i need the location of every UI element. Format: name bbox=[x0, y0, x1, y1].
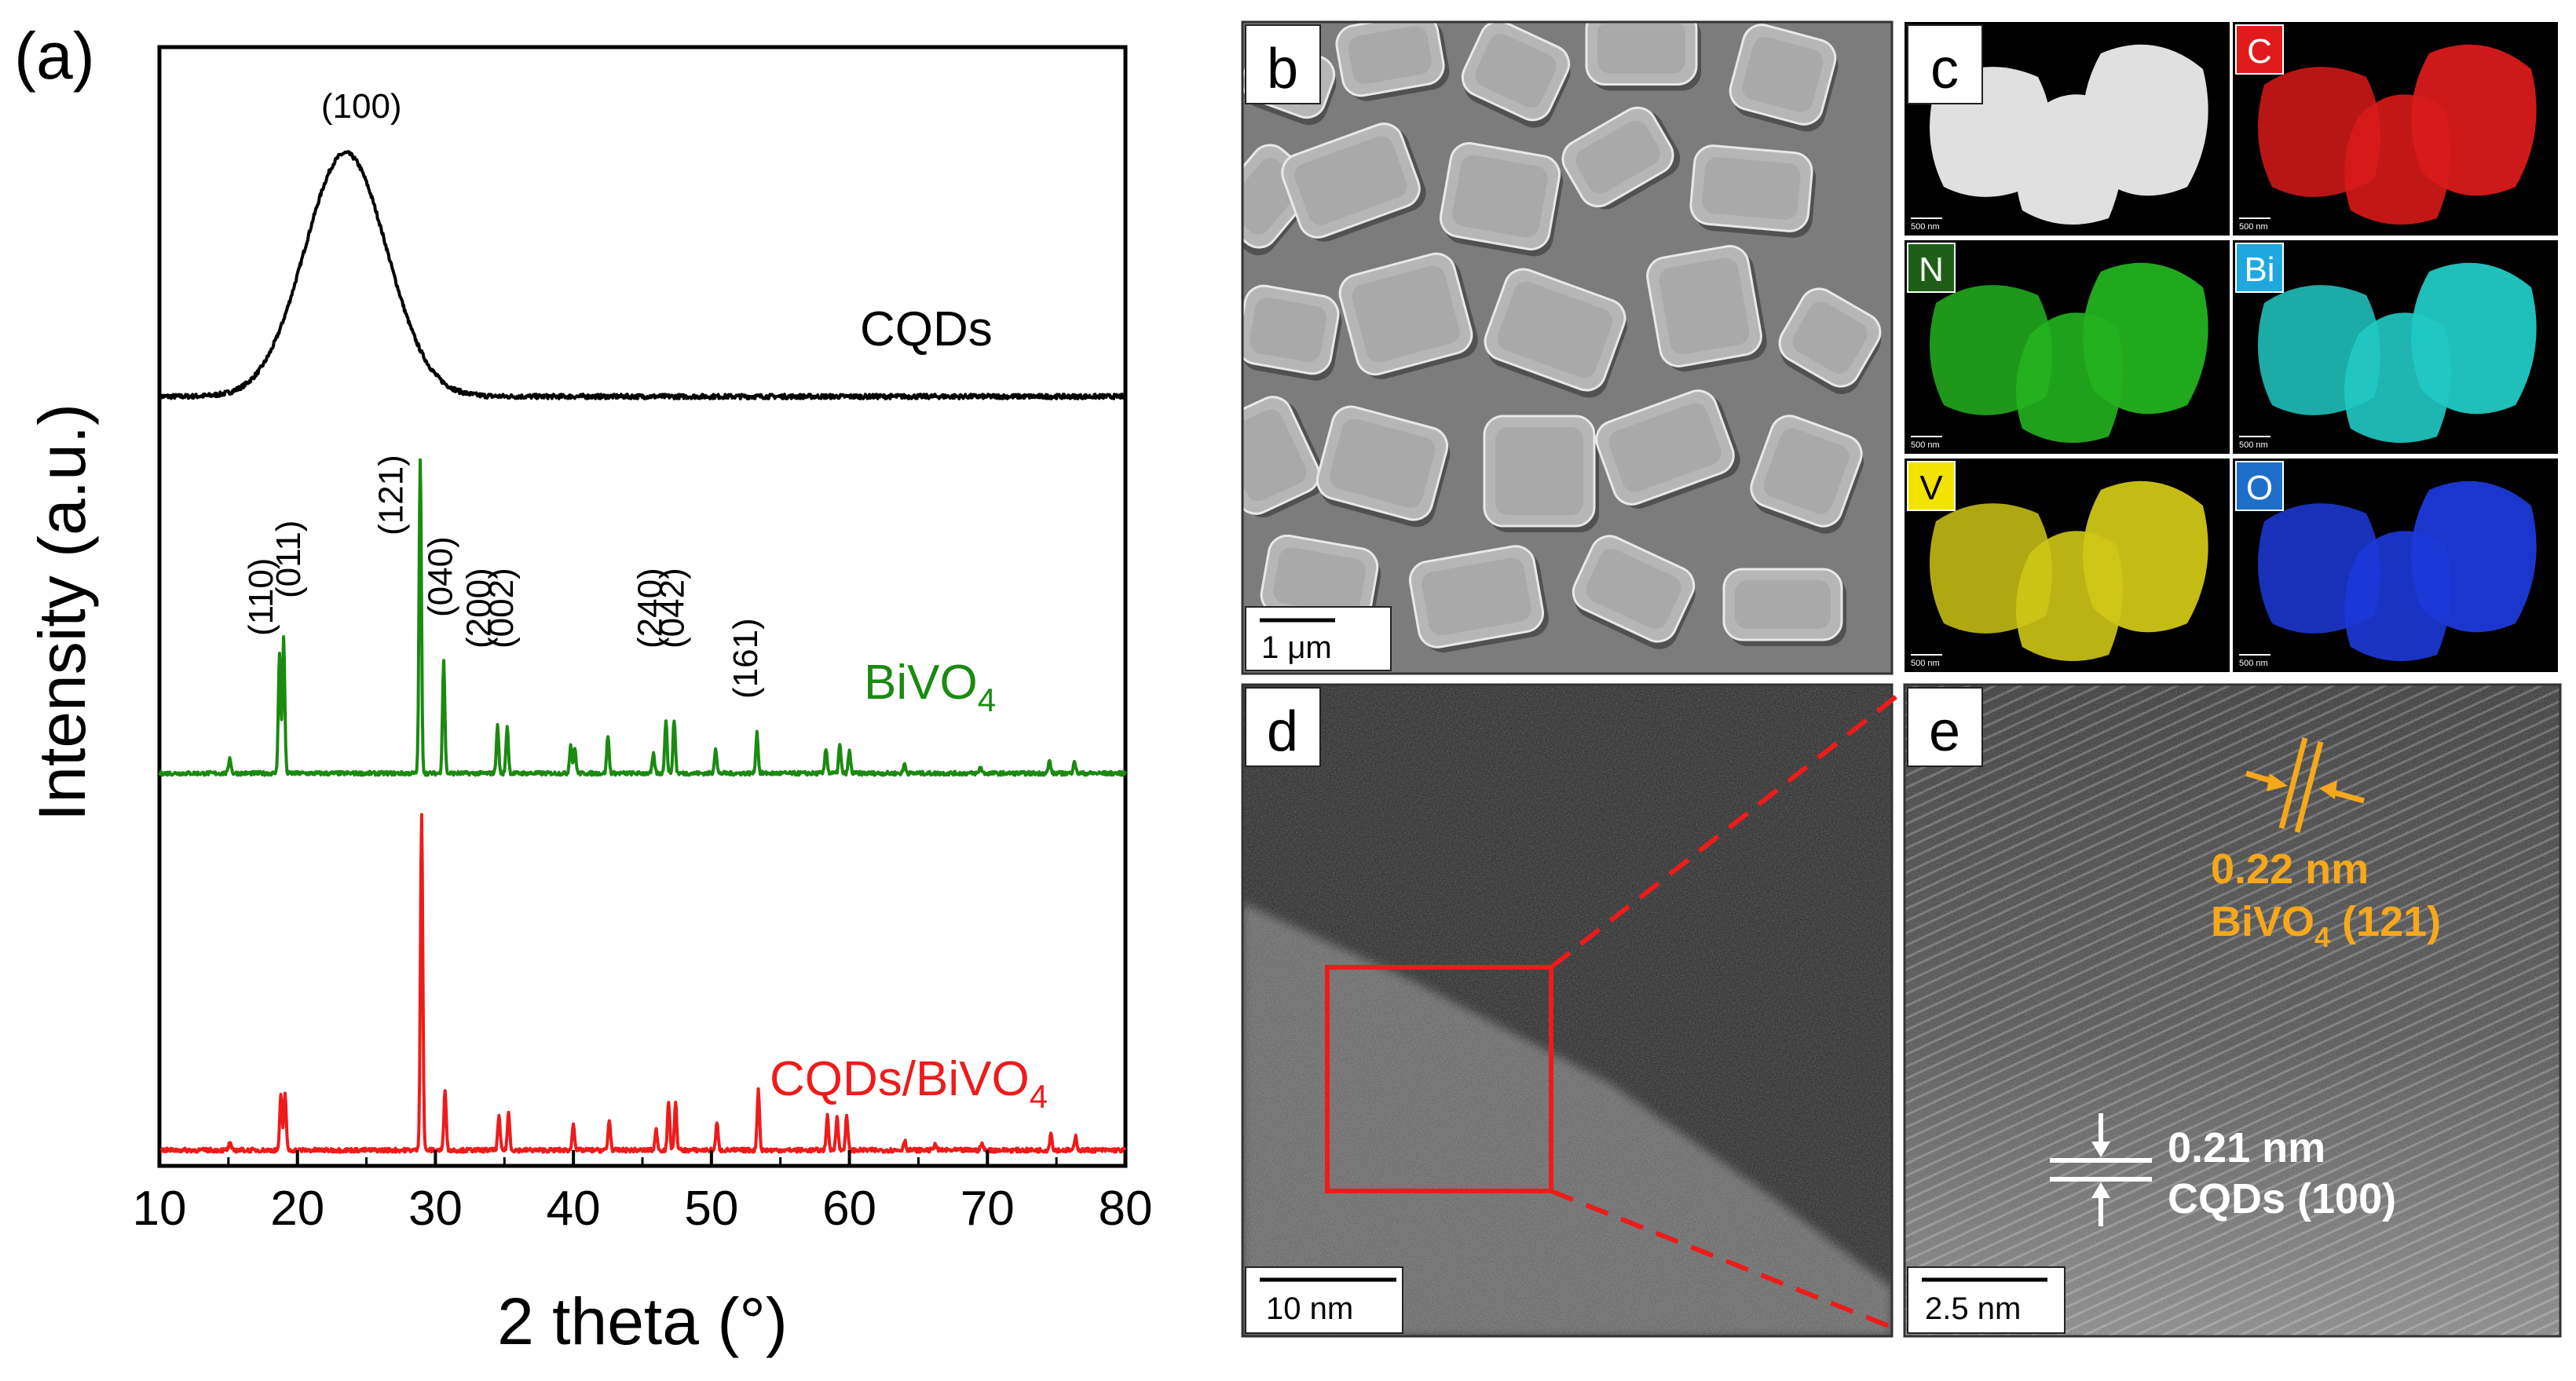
eds-element-label: C bbox=[2247, 32, 2272, 71]
sem-particle bbox=[1338, 252, 1478, 379]
x-tick-label: 50 bbox=[684, 1182, 738, 1236]
panel-e-label: e bbox=[1929, 700, 1960, 763]
x-axis-label: 2 theta (°) bbox=[497, 1284, 788, 1358]
eds-map-o: O 500 nm bbox=[2233, 459, 2558, 672]
series-layer bbox=[158, 150, 1127, 1154]
sem-particles bbox=[1242, 22, 1882, 653]
sem-particle bbox=[1242, 284, 1342, 381]
cqds-spacing-value: 0.21 nm bbox=[2168, 1124, 2325, 1171]
series-line-cqds bbox=[158, 150, 1127, 400]
eds-scale-text: 500 nm bbox=[2239, 222, 2268, 232]
peak-label: (200) bbox=[460, 568, 499, 648]
eds-map-bi: Bi 500 nm bbox=[2233, 240, 2558, 454]
sem-image-panel: b 1 μm bbox=[1241, 20, 1894, 675]
panel-b-label: b bbox=[1267, 38, 1298, 100]
panel-e-badge bbox=[1907, 687, 1983, 767]
scalebar-d-text: 10 nm bbox=[1266, 1291, 1353, 1326]
cqds-spacing-phase: CQDs (100) bbox=[2168, 1175, 2396, 1222]
peak-label: (042) bbox=[653, 568, 692, 648]
x-tick-label: 60 bbox=[822, 1182, 876, 1236]
eds-map-n: N 500 nm bbox=[1905, 240, 2230, 454]
panel-d-label: d bbox=[1267, 700, 1298, 763]
peak-label: (110) bbox=[242, 558, 280, 636]
sem-particle bbox=[1439, 142, 1564, 257]
panel-a-label: (a) bbox=[14, 19, 95, 93]
xrd-chart: 10 20 30 40 50 60 70 80 (100) (110)(011) (121) (04… bbox=[14, 19, 1152, 1358]
cqds-spacing-marker bbox=[2050, 1113, 2152, 1226]
eds-map-v: V 500 nm bbox=[1905, 459, 2230, 672]
hrtem-image-panel: e 0.22 nm BiVO4 (121) 0.21 nm CQDs (100)… bbox=[1903, 683, 2562, 1338]
eds-map-c: C 500 nm bbox=[2233, 22, 2558, 236]
peak-annotations: (100) (110)(011) (121) (040) (200)(002) (240)… bbox=[242, 87, 765, 699]
x-tick-label: 80 bbox=[1099, 1182, 1153, 1236]
peak-label: (040) bbox=[422, 536, 460, 617]
sem-particle bbox=[1483, 415, 1599, 532]
series-line-bivo4 bbox=[158, 458, 1127, 777]
bivo4-spacing-phase: BiVO4 (121) bbox=[2211, 898, 2441, 953]
scalebar-b-text: 1 μm bbox=[1261, 630, 1332, 665]
sem-particle bbox=[1585, 22, 1701, 91]
sem-particle bbox=[1561, 106, 1681, 210]
panel-d-badge bbox=[1245, 687, 1321, 767]
panel-c-label: c bbox=[1930, 38, 1959, 100]
series-label: BiVO4 bbox=[864, 656, 996, 718]
eds-mapping-panel: c 500 nm C 500 nm N 500 nm Bi 500 nm V 500 nm O 500… bbox=[1905, 22, 2558, 672]
scalebar-b-box bbox=[1245, 606, 1392, 671]
sem-particle bbox=[1335, 22, 1450, 101]
peak-label: (240) bbox=[631, 568, 670, 648]
scalebar-e-text: 2.5 nm bbox=[1925, 1291, 2021, 1326]
sem-particle bbox=[1646, 245, 1767, 372]
y-axis-label: Intensity (a.u.) bbox=[25, 404, 99, 821]
sem-particle bbox=[1750, 415, 1864, 534]
x-tick-label: 20 bbox=[270, 1182, 324, 1236]
peak-label: (121) bbox=[371, 455, 410, 535]
x-tick-label: 10 bbox=[133, 1182, 187, 1236]
eds-scale-text: 500 nm bbox=[2239, 440, 2268, 450]
x-tick-label: 40 bbox=[547, 1182, 601, 1236]
peak-label: (100) bbox=[321, 87, 402, 126]
sem-particle bbox=[1281, 122, 1426, 242]
series-labels: CQDs BiVO4 CQDs/BiVO4 bbox=[770, 302, 1048, 1115]
x-axis: 10 20 30 40 50 60 70 80 bbox=[133, 1150, 1153, 1236]
x-tick-label: 70 bbox=[961, 1182, 1015, 1236]
panel-b-badge bbox=[1245, 24, 1321, 104]
zoom-line-bottom bbox=[1550, 1189, 1902, 1333]
sem-particle bbox=[1461, 22, 1571, 128]
eds-element-label: O bbox=[2246, 469, 2273, 507]
eds-scale-text: 500 nm bbox=[2239, 659, 2268, 668]
sem-particle bbox=[1722, 568, 1846, 646]
eds-element-label: V bbox=[1919, 469, 1943, 507]
tem-image-panel: d 10 nm bbox=[1241, 683, 1902, 1338]
x-tick-label: 30 bbox=[408, 1182, 463, 1236]
sem-particle bbox=[1315, 405, 1451, 528]
eds-scale-text: 500 nm bbox=[1911, 440, 1940, 450]
peak-label: (011) bbox=[269, 521, 308, 598]
sem-particle bbox=[1689, 144, 1817, 238]
series-label: CQDs/BiVO4 bbox=[770, 1052, 1048, 1115]
eds-scale-text: 500 nm bbox=[1911, 659, 1940, 668]
peak-label: (161) bbox=[726, 618, 765, 699]
series-line-cqds-bivo4 bbox=[158, 813, 1127, 1154]
eds-element-label: N bbox=[1919, 250, 1944, 289]
sem-particle bbox=[1484, 268, 1627, 398]
eds-map-haadf: c 500 nm bbox=[1905, 22, 2230, 236]
sem-particle bbox=[1572, 535, 1696, 649]
sem-particle bbox=[1408, 545, 1549, 653]
series-label: CQDs bbox=[860, 302, 993, 356]
eds-scale-text: 500 nm bbox=[1911, 222, 1940, 232]
eds-element-label: Bi bbox=[2244, 250, 2274, 289]
sem-particle bbox=[1778, 287, 1882, 394]
sem-particle bbox=[1595, 389, 1740, 509]
bivo4-spacing-marker bbox=[2245, 737, 2365, 833]
zoom-region-box bbox=[1325, 965, 1553, 1193]
bivo4-spacing-value: 0.22 nm bbox=[2211, 846, 2369, 893]
peak-label: (002) bbox=[482, 568, 521, 648]
sem-particle bbox=[1729, 24, 1839, 132]
